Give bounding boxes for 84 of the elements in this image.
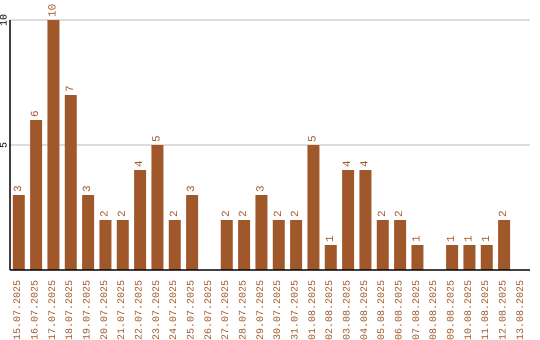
data-label: 2 <box>376 210 389 217</box>
bar <box>498 220 510 270</box>
bar <box>255 195 268 270</box>
data-label: 3 <box>82 185 94 192</box>
data-label: 2 <box>116 210 129 217</box>
x-tick-label: 24.07.2025 <box>169 280 180 340</box>
x-tick-label: 26.07.2025 <box>204 280 215 340</box>
x-tick-label: 08.08.2025 <box>429 280 440 340</box>
x-tick-label: 12.08.2025 <box>498 280 510 340</box>
x-tick-label: 02.08.2025 <box>325 280 336 340</box>
bar <box>359 170 372 270</box>
x-tick-label: 06.08.2025 <box>394 280 406 340</box>
data-label: 1 <box>324 235 337 242</box>
x-tick-label: 19.07.2025 <box>82 280 94 340</box>
bar <box>64 95 77 270</box>
bar <box>47 20 60 270</box>
bar <box>116 220 129 270</box>
data-label: 5 <box>307 135 320 142</box>
bar <box>394 220 406 270</box>
bar <box>463 245 476 270</box>
x-tick-label: 04.08.2025 <box>360 280 371 340</box>
x-tick-label: 28.07.2025 <box>238 280 250 340</box>
x-tick-label: 25.07.2025 <box>186 280 198 340</box>
data-label: 1 <box>463 235 476 242</box>
bar <box>290 220 302 270</box>
x-tick-label: 29.07.2025 <box>256 280 267 340</box>
data-label: 1 <box>480 235 493 242</box>
x-tick-label: 18.07.2025 <box>65 280 76 340</box>
bar <box>99 220 112 270</box>
x-tick-label: 20.07.2025 <box>100 280 111 340</box>
x-tick-label: 30.07.2025 <box>273 280 284 340</box>
bar <box>480 245 493 270</box>
data-label: 2 <box>272 210 285 217</box>
bar <box>342 170 354 270</box>
bar <box>324 245 337 270</box>
data-label: 2 <box>99 210 112 217</box>
x-tick-label: 22.07.2025 <box>134 280 146 340</box>
bar <box>186 195 198 270</box>
x-tick-label: 03.08.2025 <box>342 280 354 340</box>
bar <box>134 170 146 270</box>
bar <box>238 220 250 270</box>
data-label: 2 <box>290 210 302 217</box>
bar <box>220 220 233 270</box>
bar <box>151 145 164 270</box>
x-tick-label: 13.08.2025 <box>516 280 527 340</box>
x-tick-label: 10.08.2025 <box>464 280 475 340</box>
data-label: 7 <box>64 85 77 92</box>
x-tick-label: 23.07.2025 <box>152 280 163 340</box>
data-label: 2 <box>168 210 181 217</box>
data-label: 1 <box>446 235 458 242</box>
x-tick-label: 01.08.2025 <box>308 280 319 340</box>
x-tick-label: 15.07.2025 <box>13 280 24 340</box>
data-label: 1 <box>411 235 424 242</box>
data-label: 2 <box>394 210 406 217</box>
bar <box>30 120 42 270</box>
x-tick-label: 21.07.2025 <box>117 280 128 340</box>
bar <box>12 195 25 270</box>
bar <box>307 145 320 270</box>
x-tick-label: 05.08.2025 <box>377 280 388 340</box>
data-label: 3 <box>255 185 268 192</box>
x-tick-label: 17.07.2025 <box>48 280 59 340</box>
bar <box>272 220 285 270</box>
data-label: 4 <box>342 160 354 167</box>
data-label: 10 <box>47 4 60 17</box>
data-label: 5 <box>151 135 164 142</box>
data-label: 4 <box>134 160 146 167</box>
x-tick-label: 07.08.2025 <box>412 280 423 340</box>
bar <box>168 220 181 270</box>
data-label: 2 <box>238 210 250 217</box>
x-tick-label: 27.07.2025 <box>221 280 232 340</box>
data-label: 4 <box>359 160 372 167</box>
x-tick-label: 09.08.2025 <box>446 280 458 340</box>
x-tick-label: 31.07.2025 <box>290 280 302 340</box>
bar <box>82 195 94 270</box>
bar <box>446 245 458 270</box>
data-label: 2 <box>220 210 233 217</box>
x-tick-label: 11.08.2025 <box>481 280 492 340</box>
bar <box>376 220 389 270</box>
bar <box>411 245 424 270</box>
data-label: 6 <box>30 110 42 117</box>
data-label: 3 <box>186 185 198 192</box>
x-tick-label: 16.07.2025 <box>30 280 42 340</box>
data-label: 2 <box>498 210 510 217</box>
data-label: 3 <box>12 185 25 192</box>
